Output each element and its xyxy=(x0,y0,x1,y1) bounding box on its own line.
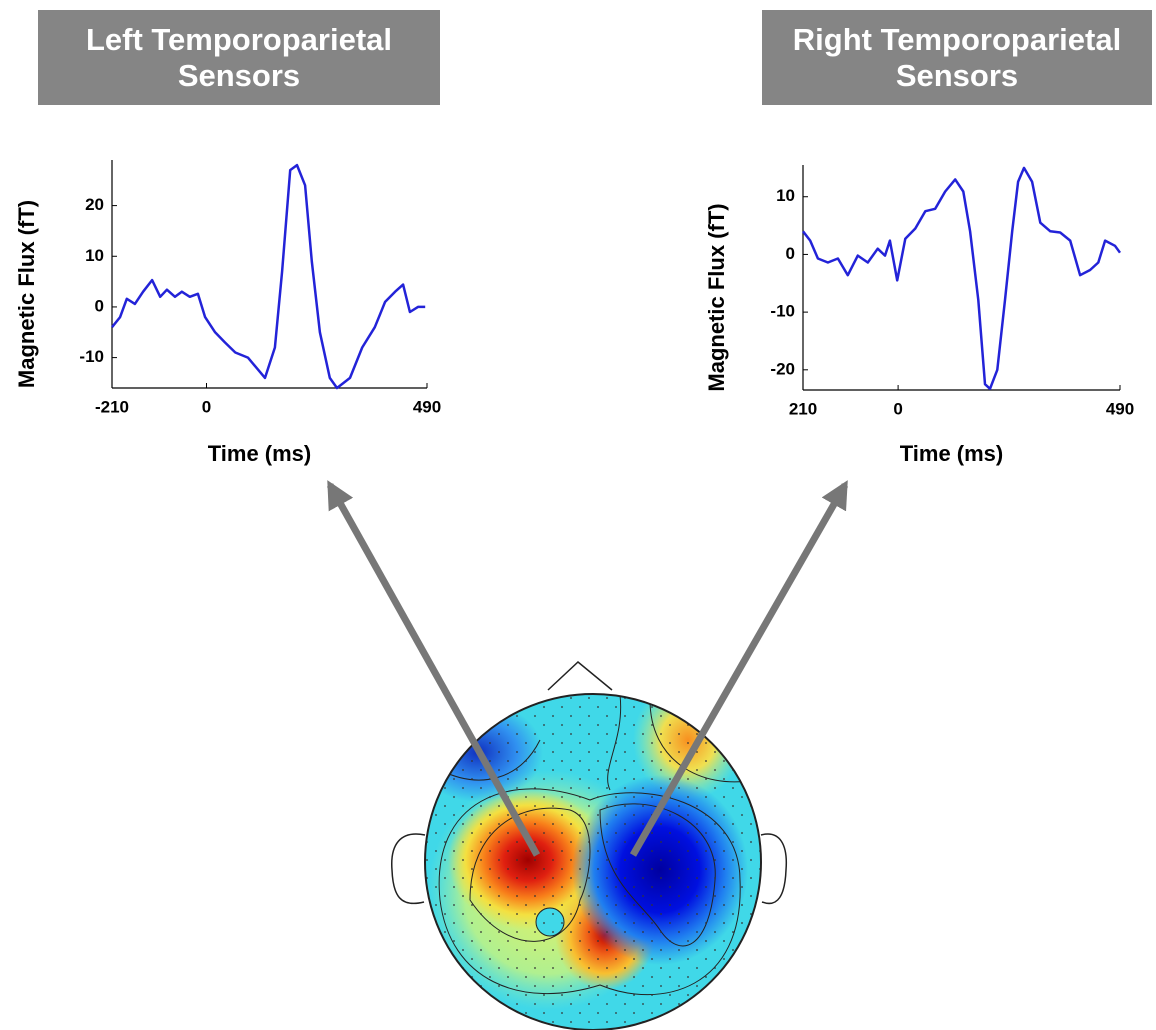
data-line xyxy=(111,163,426,390)
x-axis-label: Time (ms) xyxy=(208,441,312,466)
x-tick-label: 210 xyxy=(789,399,817,418)
y-tick-label: 0 xyxy=(786,244,795,263)
y-tick-label: -10 xyxy=(770,302,795,321)
nose xyxy=(547,661,613,691)
x-tick-label: 490 xyxy=(413,397,441,416)
y-tick-label: 10 xyxy=(776,186,795,205)
y-tick-label: 10 xyxy=(85,246,104,265)
right-ear xyxy=(760,833,788,905)
chart-title: Right Temporoparietal Sensors xyxy=(762,10,1152,105)
arrow xyxy=(629,480,849,857)
x-tick-label: 490 xyxy=(1106,399,1134,418)
data-line xyxy=(802,166,1122,391)
head-outline xyxy=(424,693,762,1030)
chart-title: Left Temporoparietal Sensors xyxy=(38,10,440,105)
y-tick-label: 0 xyxy=(95,296,104,315)
y-tick-label: 20 xyxy=(85,195,104,214)
y-axis-label: Magnetic Flux (fT) xyxy=(14,200,39,388)
x-tick-label: 0 xyxy=(893,399,902,418)
y-axis-label: Magnetic Flux (fT) xyxy=(704,203,729,391)
arrow xyxy=(326,480,541,857)
y-tick-label: -20 xyxy=(770,359,795,378)
head-map xyxy=(391,661,788,1030)
y-tick-label: -10 xyxy=(79,347,104,366)
x-tick-label: 0 xyxy=(202,397,211,416)
left-ear xyxy=(391,833,426,905)
x-axis-label: Time (ms) xyxy=(900,441,1004,466)
x-tick-label: -210 xyxy=(95,397,129,416)
